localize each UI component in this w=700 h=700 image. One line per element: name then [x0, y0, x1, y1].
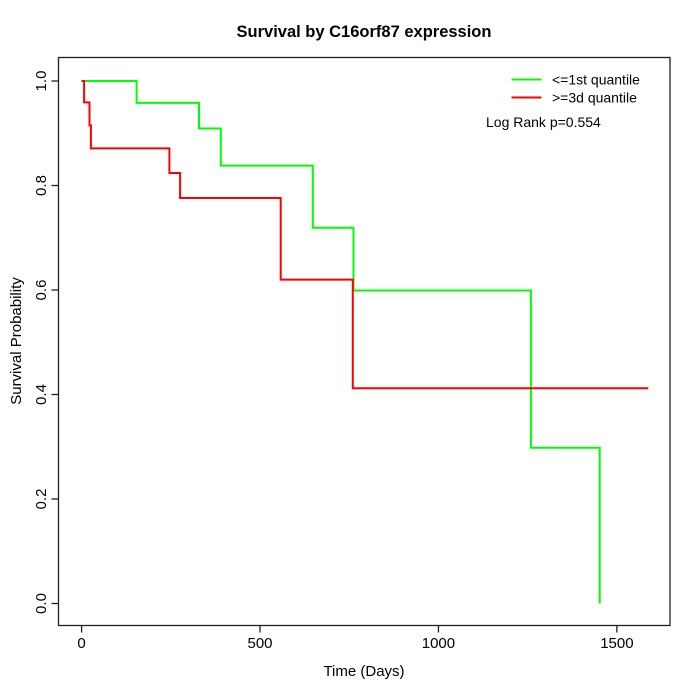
legend-label-first-quantile: <=1st quantile: [552, 72, 640, 88]
plot-box: [57, 56, 671, 627]
x-tick-label: 1000: [422, 635, 455, 652]
log-rank-annotation: Log Rank p=0.554: [486, 114, 601, 130]
survival-curve-first-quantile: [81, 80, 601, 604]
y-tick-label: 1.0: [33, 71, 50, 92]
survival-curve-third-quantile: [81, 80, 649, 390]
y-tick-label: 0.2: [33, 489, 50, 510]
y-tick-label: 0.8: [33, 175, 50, 196]
legend: <=1st quantile >=3d quantile Log Rank p=…: [486, 72, 640, 131]
y-tick-label: 0.4: [33, 384, 50, 405]
chart-title: Survival by C16orf87 expression: [237, 23, 492, 41]
y-axis-ticks: 0.0 0.2 0.4 0.6 0.8 1.0: [33, 71, 59, 614]
y-axis-label: Survival Probability: [8, 277, 25, 405]
x-axis-ticks: 0 500 1000 1500: [77, 625, 634, 652]
survival-curves: [81, 80, 649, 604]
legend-label-third-quantile: >=3d quantile: [552, 90, 637, 106]
x-axis-label: Time (Days): [323, 663, 404, 680]
y-tick-label: 0.6: [33, 280, 50, 301]
x-tick-label: 1500: [600, 635, 633, 652]
x-tick-label: 500: [248, 635, 273, 652]
y-tick-label: 0.0: [33, 593, 50, 614]
x-tick-label: 0: [77, 635, 85, 652]
